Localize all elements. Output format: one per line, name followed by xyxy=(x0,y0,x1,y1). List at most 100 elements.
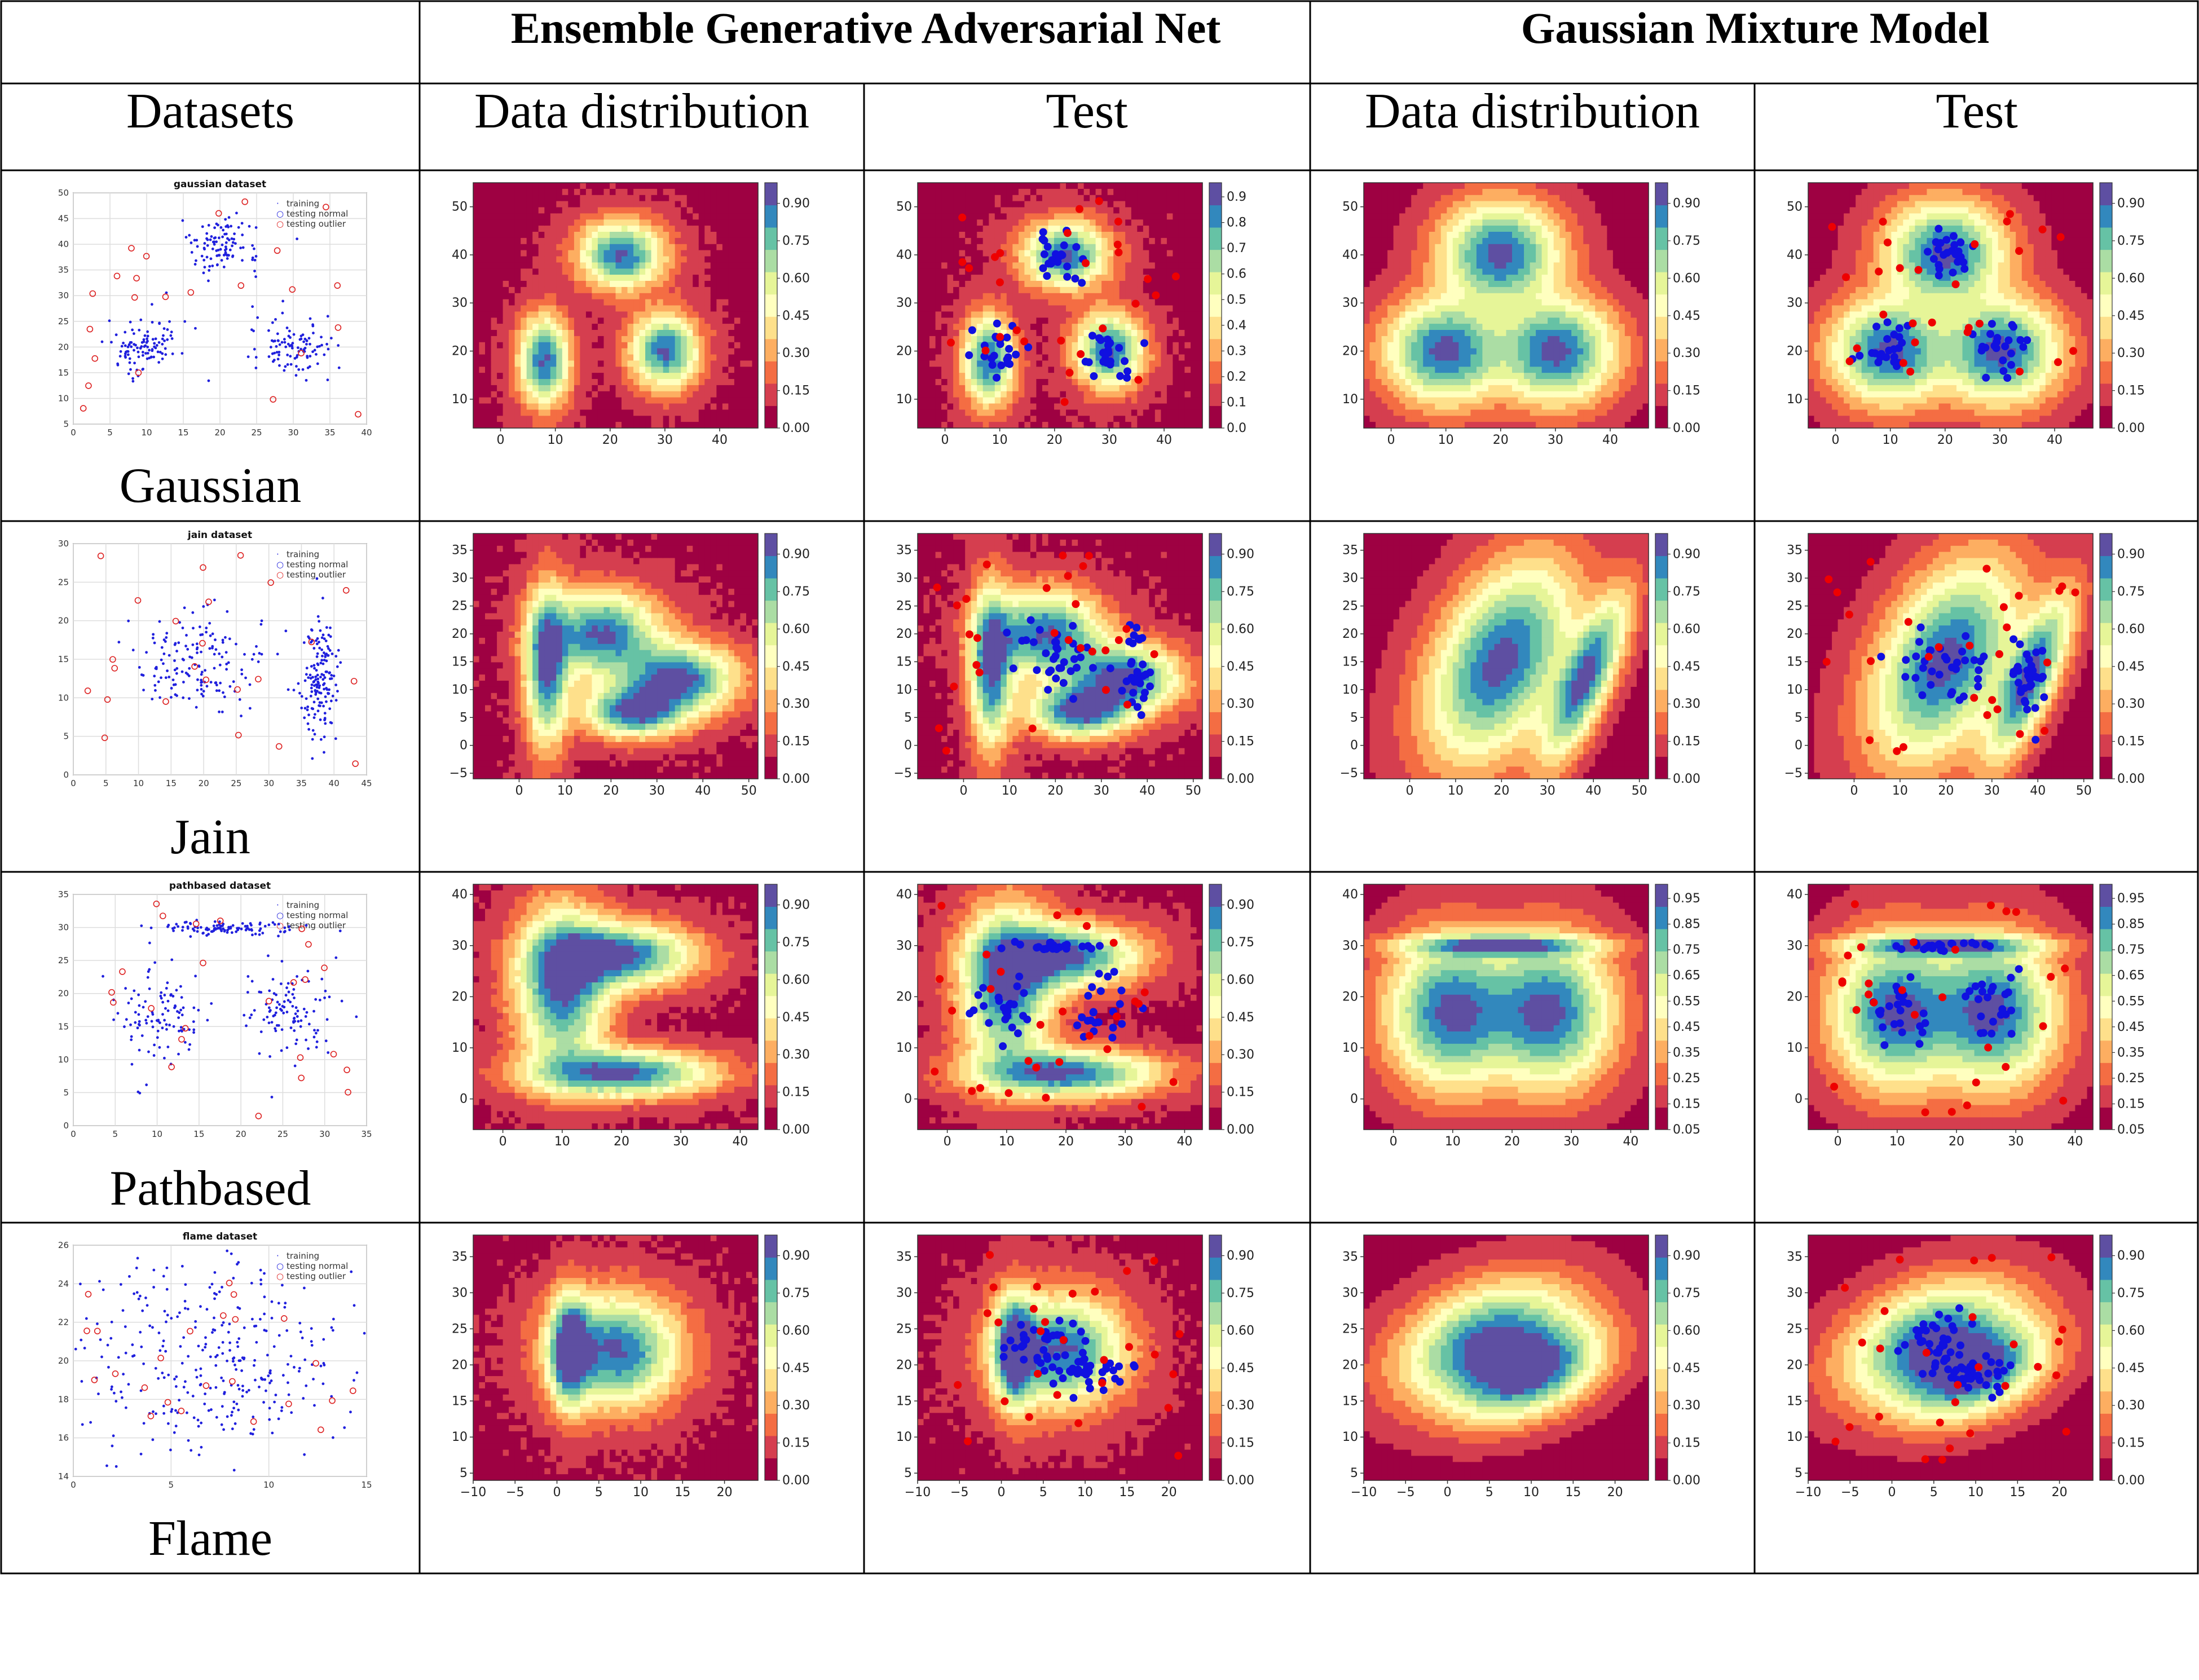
test-normal-point xyxy=(1872,323,1881,331)
scatter-plot-gaussian: 0 5 10 15 20 25 30 35 405101520253035404550gauss… xyxy=(58,179,372,438)
test-normal-point xyxy=(1099,349,1108,357)
y-tick-label: 10 xyxy=(58,393,69,403)
y-tick-label: −5 xyxy=(450,766,468,781)
test-normal-point xyxy=(1052,643,1061,652)
legend-label: testing outlier xyxy=(287,1271,346,1281)
x-tick-label: 25 xyxy=(251,427,262,438)
colorbar-tick-label: 0.45 xyxy=(1673,309,1700,323)
test-normal-point xyxy=(1022,1335,1030,1344)
contour-plot-egan-test-jain: 0 10 20 30 40 50 −5 0 5 10 15 20 25 30 35 0.00 0.15 0.30 0… xyxy=(894,533,1254,798)
test-normal-point xyxy=(2013,663,2022,671)
test-outlier-point xyxy=(1079,562,1087,570)
test-normal-point xyxy=(1982,373,1990,382)
test-normal-point xyxy=(1982,1381,1990,1390)
x-tick-label: 20 xyxy=(1493,784,1509,798)
y-tick-label: 15 xyxy=(452,655,468,669)
test-outlier-point xyxy=(1857,943,1865,951)
legend-label: testing normal xyxy=(287,910,348,920)
x-tick-label: 10 xyxy=(633,1485,649,1500)
x-tick-label: 50 xyxy=(741,784,757,798)
test-outlier-point xyxy=(1053,1391,1061,1399)
test-normal-point xyxy=(1993,334,2002,342)
test-normal-point xyxy=(1940,1357,1948,1365)
y-tick-label: 20 xyxy=(1787,627,1803,641)
x-tick-label: 15 xyxy=(193,1129,204,1139)
colorbar-tick-label: 0.60 xyxy=(1227,622,1254,636)
colorbar-tick-label: 0.35 xyxy=(2117,1046,2145,1060)
test-normal-point xyxy=(1081,1368,1090,1377)
test-normal-point xyxy=(1139,694,1148,702)
contour-plot-egan-dist-flame: −10 −5 0 5 10 15 20 5 10 15 20 25 30 35 0.00 0.15 0.30 0.… xyxy=(452,1234,810,1500)
test-normal-point xyxy=(2022,650,2031,659)
test-normal-point xyxy=(1960,939,1968,947)
test-normal-point xyxy=(1069,695,1077,703)
x-tick-label: 30 xyxy=(673,1135,689,1149)
test-normal-point xyxy=(1920,945,1928,954)
x-tick-label: 0 xyxy=(70,778,76,788)
test-normal-point xyxy=(1129,689,1138,697)
test-outlier-point xyxy=(1850,900,1859,909)
test-normal-point xyxy=(999,1004,1008,1012)
colorbar-tick-label: 0.75 xyxy=(2117,943,2145,957)
test-normal-point xyxy=(1982,1352,1990,1360)
x-tick-label: 20 xyxy=(2052,1485,2068,1500)
y-tick-label: 20 xyxy=(896,1358,912,1372)
test-outlier-point xyxy=(1975,319,1984,328)
colorbar-tick-label: 0.60 xyxy=(1673,1324,1700,1338)
y-tick-label: 10 xyxy=(1787,683,1803,697)
x-tick-label: 20 xyxy=(1949,1135,1964,1149)
x-tick-label: 30 xyxy=(1540,784,1555,798)
test-normal-point xyxy=(1977,1012,1985,1021)
colorbar-tick-label: 0.8 xyxy=(1227,216,1246,230)
test-normal-point xyxy=(2019,343,2028,351)
legend-marker: ○ xyxy=(276,1271,284,1281)
x-tick-label: −5 xyxy=(1396,1485,1414,1500)
test-normal-point xyxy=(1074,1365,1082,1374)
colorbar-tick-label: 0.30 xyxy=(782,1399,810,1413)
x-tick-label: 0 xyxy=(553,1485,561,1500)
test-normal-point xyxy=(1009,664,1017,673)
test-normal-point xyxy=(999,1352,1008,1361)
colorbar-tick-label: 0.90 xyxy=(1227,898,1254,912)
test-outlier-point xyxy=(2055,1338,2063,1346)
colorbar-tick-label: 0.15 xyxy=(782,735,810,749)
test-normal-point xyxy=(1919,664,1927,672)
test-normal-point xyxy=(1099,358,1108,366)
y-tick-label: 50 xyxy=(1342,200,1358,214)
y-tick-label: 15 xyxy=(1342,1394,1358,1408)
test-normal-point xyxy=(1043,272,1051,280)
test-normal-point xyxy=(1961,656,1969,665)
test-outlier-point xyxy=(1131,997,1139,1006)
x-tick-label: 5 xyxy=(595,1485,603,1500)
test-normal-point xyxy=(1916,1338,1925,1347)
test-normal-point xyxy=(1055,1316,1064,1325)
test-normal-point xyxy=(1934,271,1943,280)
x-tick-label: 10 xyxy=(999,1135,1015,1149)
colorbar-tick-label: 0.90 xyxy=(782,1249,810,1263)
colorbar-tick-label: 0.15 xyxy=(1673,735,1700,749)
x-tick-label: 40 xyxy=(1156,433,1172,447)
test-normal-point xyxy=(1928,667,1936,676)
test-outlier-point xyxy=(1085,552,1093,560)
test-outlier-point xyxy=(1954,1381,1962,1389)
y-tick-label: 15 xyxy=(58,368,69,378)
dataset-name-jain: Jain xyxy=(170,810,250,865)
test-outlier-point xyxy=(1041,1318,1050,1326)
test-normal-point xyxy=(1139,660,1147,669)
test-normal-point xyxy=(966,1009,974,1018)
test-outlier-point xyxy=(1938,993,1947,1002)
test-normal-point xyxy=(1146,682,1154,691)
test-normal-point xyxy=(1000,1344,1008,1352)
colorbar-tick-label: 0.90 xyxy=(782,197,810,211)
colorbar-tick-label: 0.15 xyxy=(2117,1436,2145,1450)
colorbar-tick-label: 0.45 xyxy=(2117,309,2145,323)
test-normal-point xyxy=(1129,639,1137,647)
scatter-plot-jain: 0 5 10 15 20 25 30 35 40 45 0 5 10 15 20 25 30 jain datas… xyxy=(58,530,372,788)
test-normal-point xyxy=(2027,681,2035,689)
x-tick-label: 10 xyxy=(557,784,573,798)
test-normal-point xyxy=(1984,1369,1993,1378)
test-normal-point xyxy=(1066,1367,1074,1375)
x-tick-label: 15 xyxy=(166,778,177,788)
x-tick-label: 0 xyxy=(497,433,505,447)
table-grid-lines xyxy=(0,0,2199,1575)
